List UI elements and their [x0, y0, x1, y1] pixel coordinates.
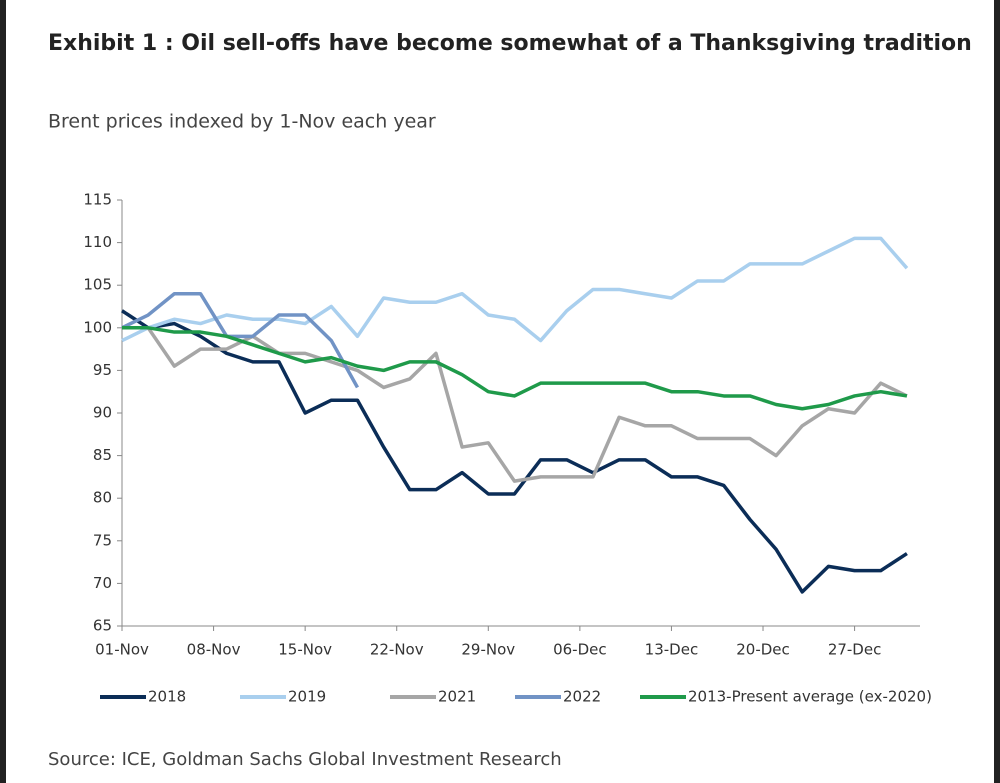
y-tick-label: 100 [83, 318, 112, 336]
y-tick-label: 115 [83, 191, 112, 209]
x-tick-label: 15-Nov [278, 641, 332, 659]
y-tick-label: 105 [83, 276, 112, 294]
x-tick-label: 01-Nov [95, 641, 149, 659]
legend-label: 2021 [438, 688, 476, 706]
y-tick-label: 85 [93, 446, 112, 464]
chart-title: Exhibit 1 : Oil sell-offs have become so… [48, 31, 972, 56]
legend-label: 2018 [148, 688, 186, 706]
series-line [121, 309, 908, 594]
y-tick-label: 75 [93, 531, 112, 549]
frame-right [994, 0, 1000, 783]
y-tick-label: 95 [93, 361, 112, 379]
y-tick-label: 80 [93, 489, 112, 507]
chart-subtitle: Brent prices indexed by 1-Nov each year [48, 111, 436, 133]
series-line [121, 291, 360, 389]
x-tick-label: 08-Nov [187, 641, 241, 659]
x-tick-label: 29-Nov [461, 641, 515, 659]
x-tick-label: 06-Dec [553, 641, 607, 659]
series-line [122, 326, 908, 411]
chart-source: Source: ICE, Goldman Sachs Global Invest… [48, 749, 562, 770]
x-tick-label: 20-Dec [736, 641, 790, 659]
y-tick-label: 65 [93, 617, 112, 635]
series-line [121, 236, 909, 343]
frame-left [0, 0, 6, 783]
x-tick-label: 27-Dec [828, 641, 882, 659]
legend-label: 2013-Present average (ex-2020) [688, 688, 932, 706]
y-tick-label: 70 [93, 574, 112, 592]
series-line [122, 326, 908, 483]
y-tick-label: 110 [83, 233, 112, 251]
x-tick-label: 13-Dec [645, 641, 699, 659]
x-tick-label: 22-Nov [370, 641, 424, 659]
legend-label: 2022 [563, 688, 601, 706]
y-tick-label: 90 [93, 404, 112, 422]
legend-label: 2019 [288, 688, 326, 706]
